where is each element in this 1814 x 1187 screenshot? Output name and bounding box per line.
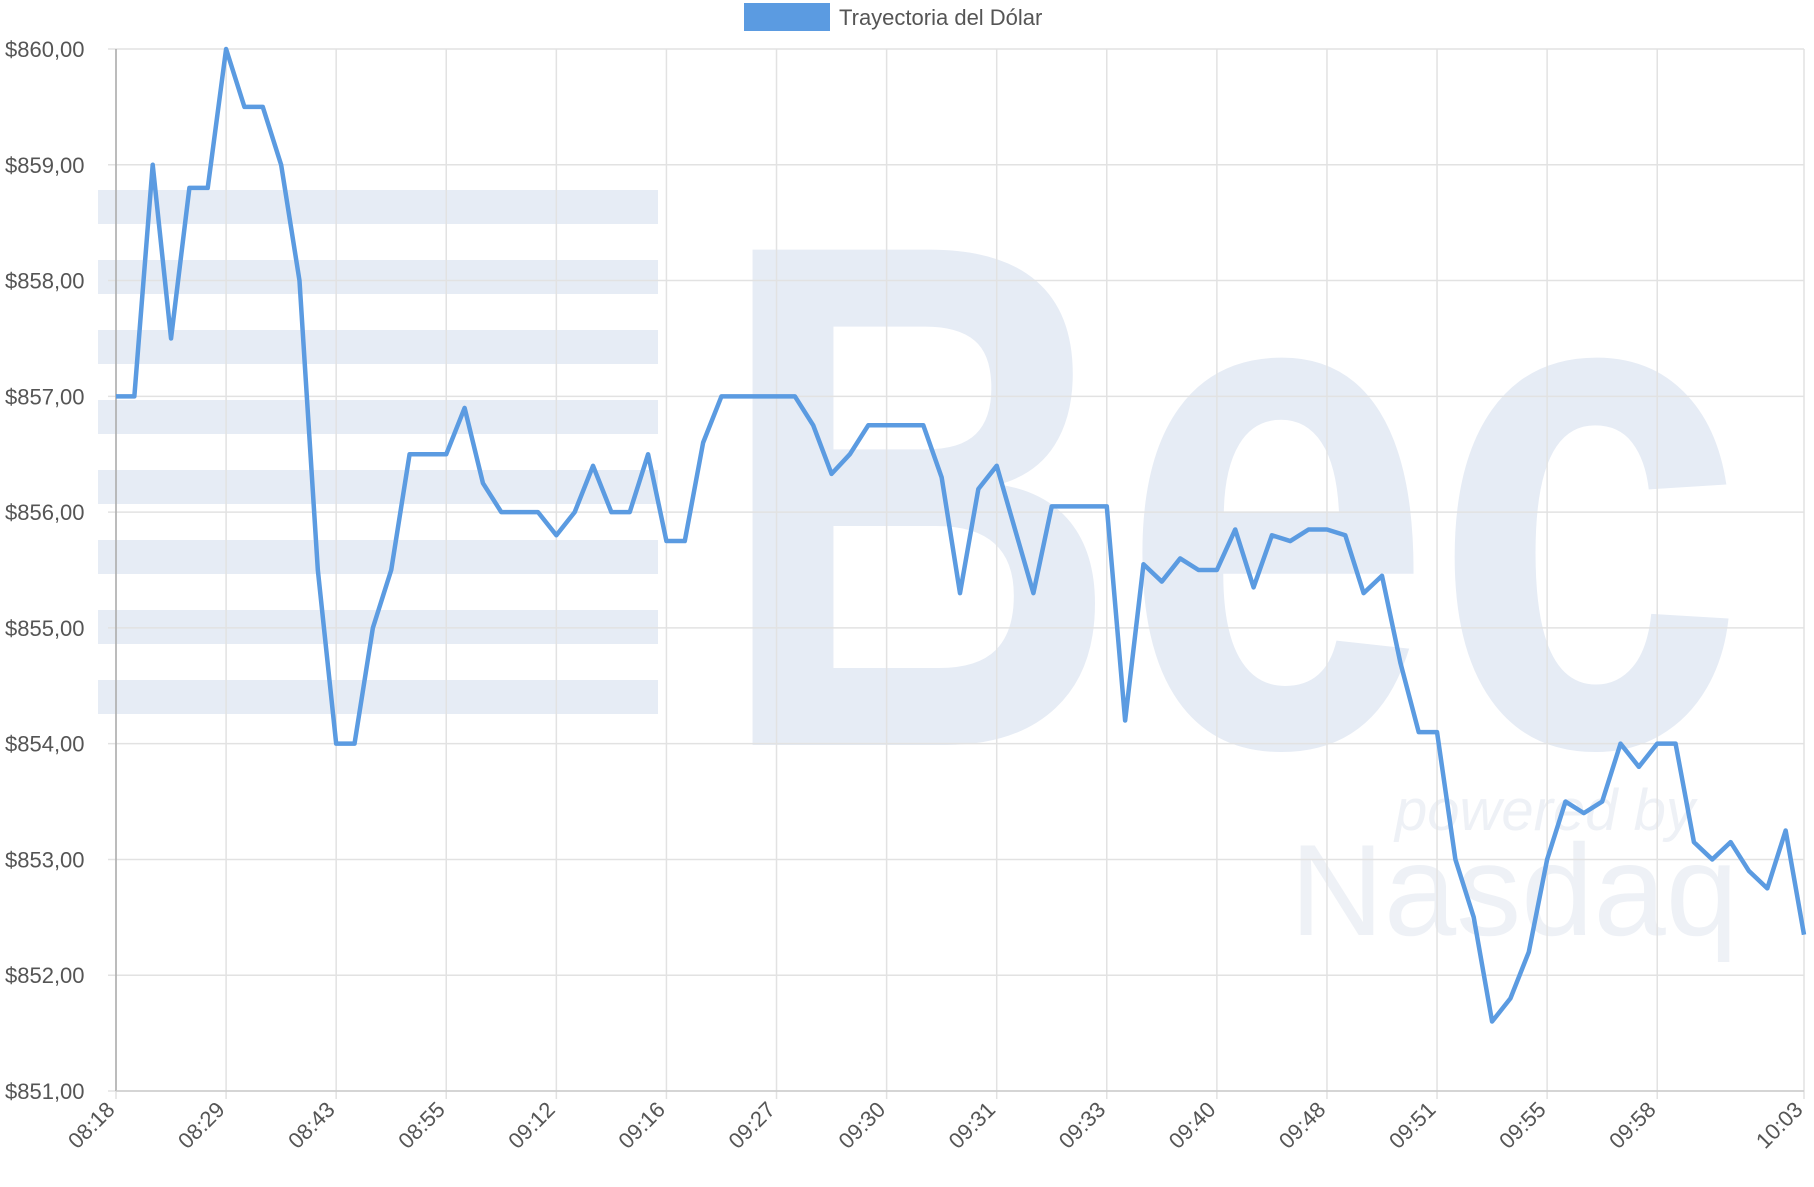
y-tick-label: $860,00: [5, 37, 85, 62]
x-tick-label: 09:55: [1494, 1097, 1551, 1154]
legend-label: Trayectoria del Dólar: [839, 5, 1042, 30]
y-tick-label: $858,00: [5, 269, 85, 294]
watermark: Bec powered by Nasdaq: [98, 93, 1745, 963]
x-tick-label: 09:16: [613, 1097, 670, 1154]
watermark-stripe: [98, 540, 658, 574]
watermark-brand: Nasdaq: [1290, 817, 1738, 963]
watermark-stripe: [98, 680, 658, 714]
data-line: [116, 46, 1807, 1024]
x-tick-label: 09:48: [1274, 1097, 1331, 1154]
y-tick-label: $856,00: [5, 500, 85, 525]
x-tick-label: 09:51: [1384, 1097, 1441, 1154]
x-tick-label: 08:18: [63, 1097, 120, 1154]
y-tick-label: $852,00: [5, 963, 85, 988]
x-tick-label: 09:27: [723, 1097, 780, 1154]
watermark-stripe: [98, 400, 658, 434]
x-tick-label: 08:55: [393, 1097, 450, 1154]
x-tick-label: 09:31: [944, 1097, 1001, 1154]
x-tick-label: 08:29: [173, 1097, 230, 1154]
x-tick-label: 09:58: [1604, 1097, 1661, 1154]
y-tick-label: $855,00: [5, 616, 85, 641]
x-tick-label: 09:33: [1054, 1097, 1111, 1154]
x-tick-label: 09:12: [503, 1097, 560, 1154]
watermark-stripe: [98, 190, 658, 224]
x-tick-label: 10:03: [1751, 1097, 1808, 1154]
y-tick-label: $854,00: [5, 732, 85, 757]
x-tick-label: 08:43: [283, 1097, 340, 1154]
y-tick-label: $859,00: [5, 153, 85, 178]
watermark-stripe: [98, 470, 658, 504]
x-tick-label: 09:30: [834, 1097, 891, 1154]
y-tick-label: $851,00: [5, 1079, 85, 1104]
x-tick-label: 09:40: [1164, 1097, 1221, 1154]
y-tick-label: $857,00: [5, 384, 85, 409]
watermark-stripe: [98, 260, 658, 294]
legend-swatch: [744, 3, 830, 31]
y-tick-label: $853,00: [5, 847, 85, 872]
watermark-stripe: [98, 330, 658, 364]
